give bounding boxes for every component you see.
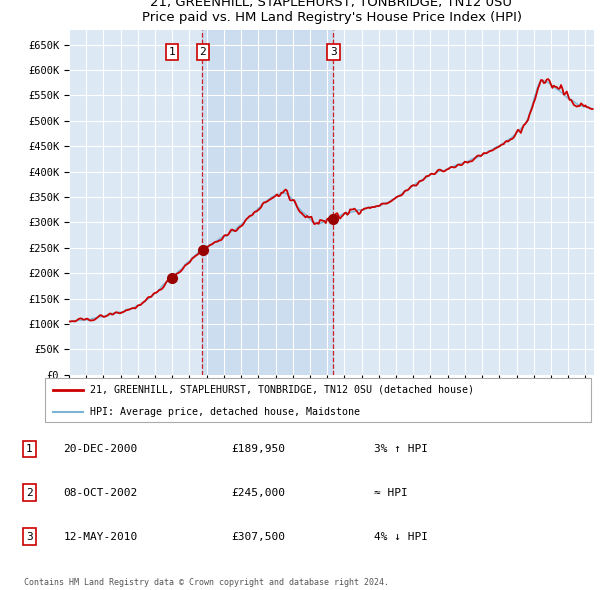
Text: 3: 3 [330, 47, 337, 57]
Text: 12-MAY-2010: 12-MAY-2010 [64, 532, 138, 542]
Text: 1: 1 [26, 444, 32, 454]
Text: 2: 2 [199, 47, 206, 57]
Text: 20-DEC-2000: 20-DEC-2000 [64, 444, 138, 454]
Text: 4% ↓ HPI: 4% ↓ HPI [374, 532, 428, 542]
Text: 3% ↑ HPI: 3% ↑ HPI [374, 444, 428, 454]
Title: 21, GREENHILL, STAPLEHURST, TONBRIDGE, TN12 0SU
Price paid vs. HM Land Registry': 21, GREENHILL, STAPLEHURST, TONBRIDGE, T… [142, 0, 521, 24]
FancyBboxPatch shape [45, 378, 591, 422]
Text: HPI: Average price, detached house, Maidstone: HPI: Average price, detached house, Maid… [90, 407, 360, 417]
Text: 21, GREENHILL, STAPLEHURST, TONBRIDGE, TN12 0SU (detached house): 21, GREENHILL, STAPLEHURST, TONBRIDGE, T… [90, 385, 474, 395]
Text: £189,950: £189,950 [232, 444, 286, 454]
Text: 2: 2 [26, 488, 32, 498]
Text: ≈ HPI: ≈ HPI [374, 488, 408, 498]
Text: £307,500: £307,500 [232, 532, 286, 542]
Text: Contains HM Land Registry data © Crown copyright and database right 2024.: Contains HM Land Registry data © Crown c… [24, 578, 389, 587]
Text: 08-OCT-2002: 08-OCT-2002 [64, 488, 138, 498]
Bar [202, 30, 333, 375]
Text: 1: 1 [169, 47, 175, 57]
Text: £245,000: £245,000 [232, 488, 286, 498]
Text: 3: 3 [26, 532, 32, 542]
